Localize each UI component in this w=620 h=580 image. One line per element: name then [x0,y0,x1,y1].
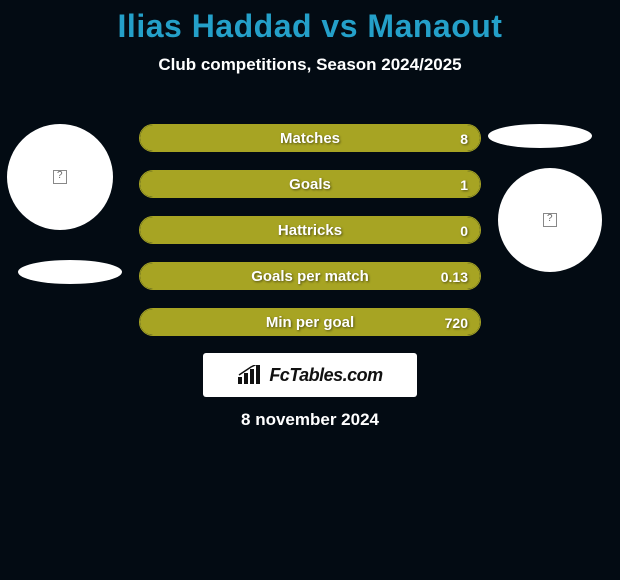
page-title: Ilias Haddad vs Manaout [0,0,620,45]
player-right-shadow [488,124,592,148]
fctables-logo: FcTables.com [203,353,417,397]
comparison-infographic: Ilias Haddad vs Manaout Club competition… [0,0,620,580]
player-right-avatar [498,168,602,272]
broken-image-icon [53,170,67,184]
stat-bar-label: Hattricks [140,217,480,243]
page-subtitle: Club competitions, Season 2024/2025 [0,55,620,75]
stat-bar-value: 1 [460,171,468,197]
logo-text: FcTables.com [269,365,382,386]
stat-bar: Goals1 [139,170,481,198]
stat-bars: Matches8Goals1Hattricks0Goals per match0… [139,124,481,354]
stat-bar-label: Matches [140,125,480,151]
player-left-avatar [7,124,113,230]
stat-bar-label: Goals [140,171,480,197]
stat-bar: Min per goal720 [139,308,481,336]
stat-bar: Matches8 [139,124,481,152]
stat-bar-value: 8 [460,125,468,151]
stat-bar-value: 0.13 [441,263,468,289]
stat-bar-value: 720 [445,309,468,335]
bar-chart-icon [237,365,263,385]
stat-bar: Goals per match0.13 [139,262,481,290]
player-left-shadow [18,260,122,284]
stat-bar-label: Goals per match [140,263,480,289]
stat-bar-value: 0 [460,217,468,243]
stat-bar: Hattricks0 [139,216,481,244]
stat-bar-label: Min per goal [140,309,480,335]
broken-image-icon [543,213,557,227]
date-text: 8 november 2024 [0,410,620,430]
